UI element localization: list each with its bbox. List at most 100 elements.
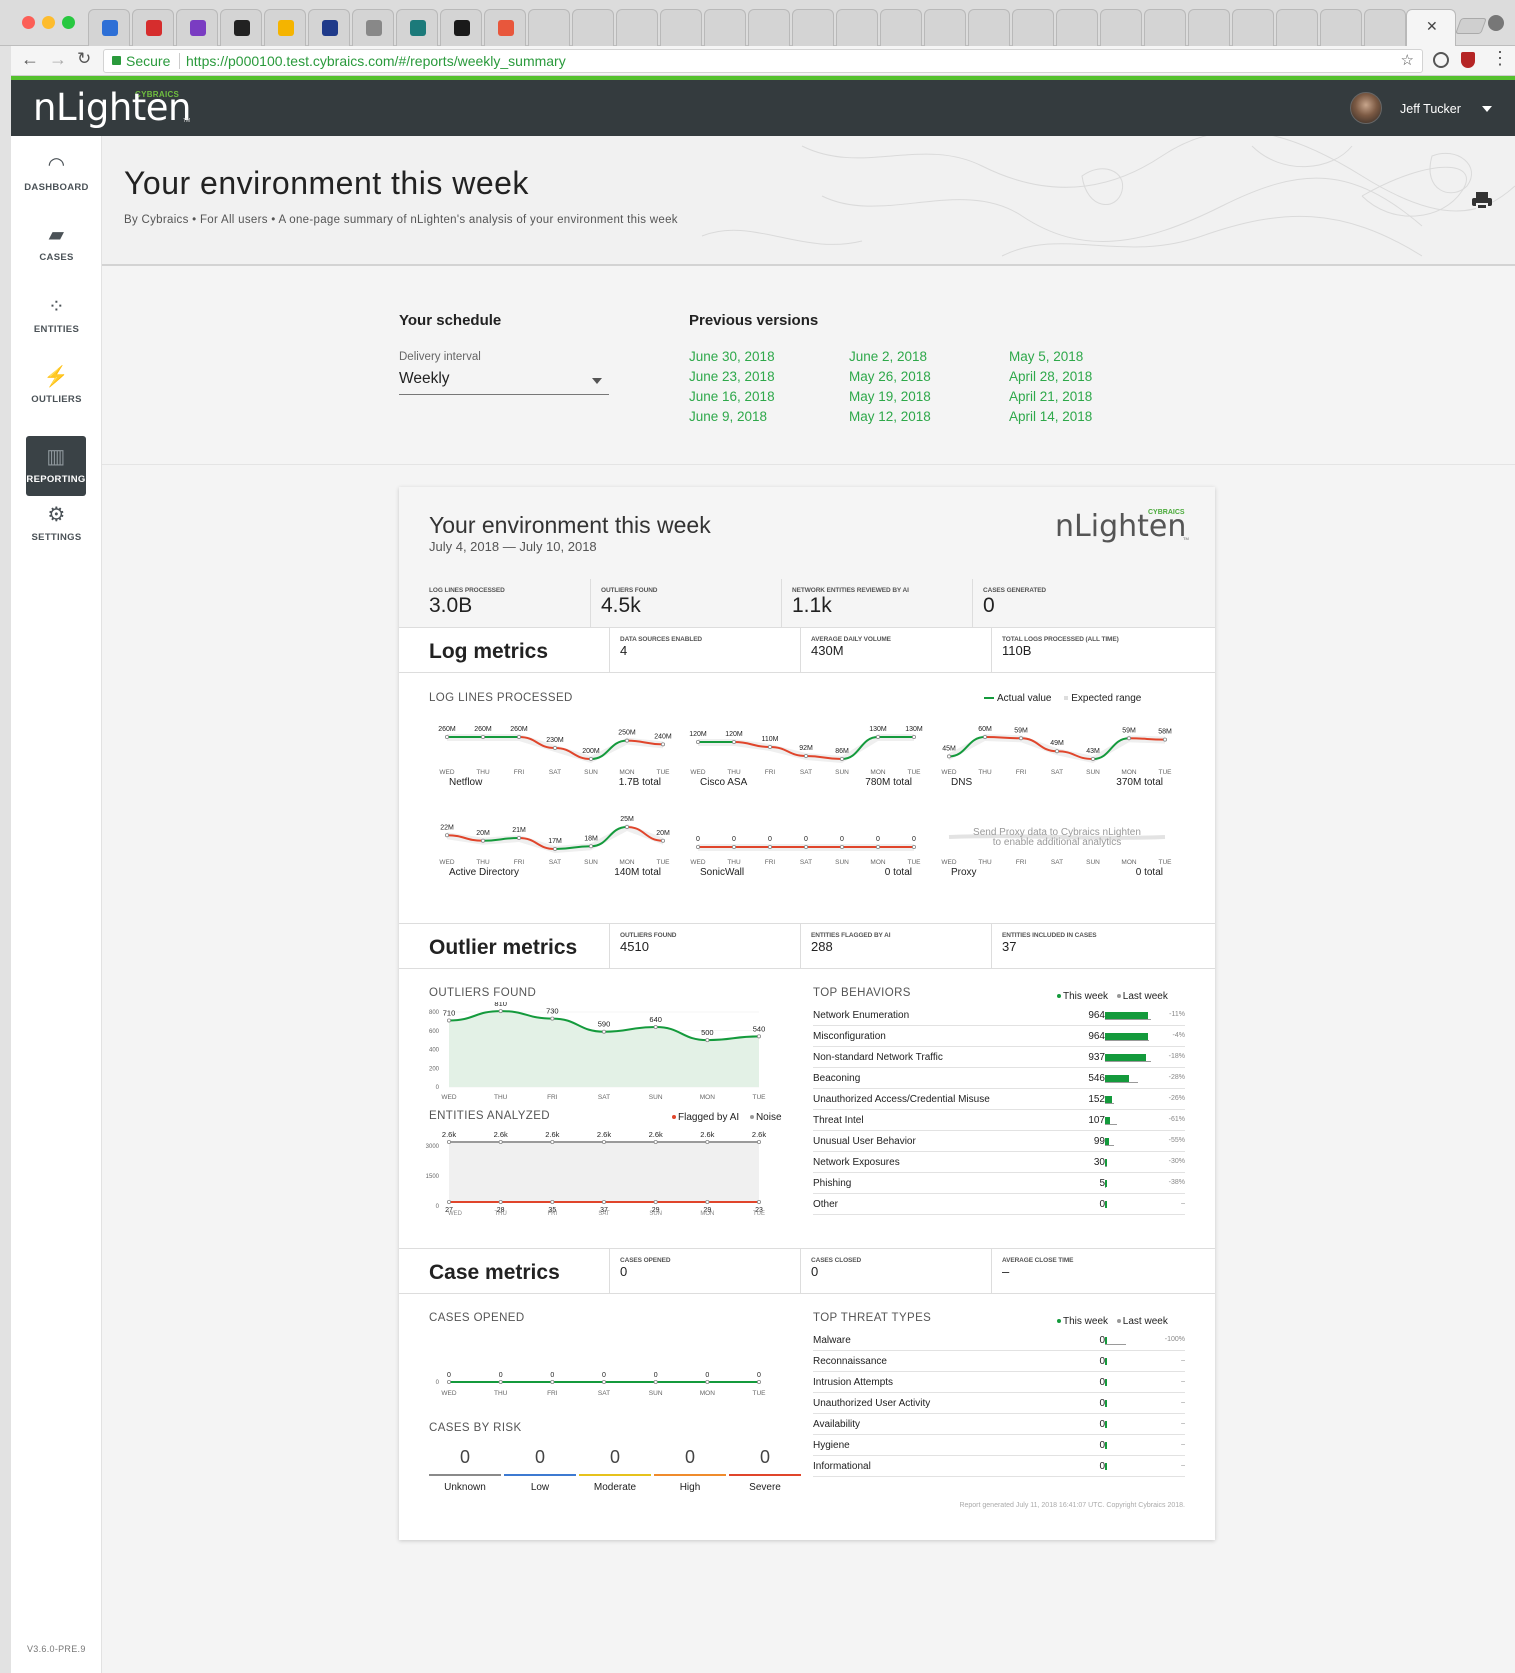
version-link[interactable]: June 23, 2018: [689, 369, 775, 384]
metric-value: 288: [811, 939, 833, 954]
browser-tab[interactable]: [220, 9, 262, 46]
browser-tab[interactable]: [880, 9, 922, 46]
browser-tab[interactable]: [88, 9, 130, 46]
browser-tab[interactable]: [748, 9, 790, 46]
last-week-bar: [1105, 1166, 1107, 1167]
browser-tab[interactable]: [1188, 9, 1230, 46]
row-name: Unauthorized User Activity: [813, 1398, 931, 1409]
browser-tab[interactable]: [1276, 9, 1318, 46]
back-arrow-icon[interactable]: ←: [21, 49, 39, 69]
version-link[interactable]: June 2, 2018: [849, 349, 928, 364]
data-point: [653, 1380, 658, 1385]
tab-favicon-icon: [410, 20, 426, 36]
nav-dashboard[interactable]: ◠ DASHBOARD: [11, 154, 102, 193]
data-label: 120M: [725, 731, 743, 738]
browser-tab[interactable]: [1056, 9, 1098, 46]
row-name: Intrusion Attempts: [813, 1377, 894, 1388]
version-link[interactable]: May 5, 2018: [1009, 349, 1084, 364]
browser-tab[interactable]: [396, 9, 438, 46]
version-link[interactable]: May 19, 2018: [849, 389, 931, 404]
browser-menu-icon[interactable]: ⋮: [1491, 48, 1509, 68]
browser-tab[interactable]: [792, 9, 834, 46]
version-link[interactable]: June 16, 2018: [689, 389, 775, 404]
risk-moderate: 0 Moderate: [579, 1447, 651, 1493]
forward-arrow-icon[interactable]: →: [49, 49, 67, 69]
data-point: [803, 754, 808, 759]
window-zoom-dot[interactable]: [62, 16, 75, 29]
browser-tab[interactable]: [704, 9, 746, 46]
url-text[interactable]: https://p000100.test.cybraics.com/#/repo…: [186, 53, 566, 69]
extension-icon[interactable]: [1433, 52, 1449, 68]
browser-tab[interactable]: [264, 9, 306, 46]
browser-tab[interactable]: [132, 9, 174, 46]
chevron-down-icon: [592, 378, 602, 384]
version-link[interactable]: June 30, 2018: [689, 349, 775, 364]
user-menu[interactable]: Jeff Tucker: [1350, 88, 1510, 128]
browser-tab[interactable]: [484, 9, 526, 46]
series-line-segment: [1128, 737, 1166, 741]
app-logo[interactable]: CYBRAICS nLighten TM: [33, 84, 213, 132]
browser-tab[interactable]: [176, 9, 218, 46]
series-line-segment: [554, 747, 592, 760]
browser-tab[interactable]: [528, 9, 570, 46]
case-metrics-title: Case metrics: [429, 1261, 560, 1284]
profile-icon[interactable]: [1488, 15, 1504, 31]
browser-active-tab[interactable]: ✕: [1406, 9, 1456, 46]
version-link[interactable]: April 14, 2018: [1009, 409, 1093, 424]
data-label: 540: [753, 1024, 766, 1033]
x-tick-label: FRI: [547, 1390, 558, 1397]
browser-tab[interactable]: [968, 9, 1010, 46]
browser-tab[interactable]: [352, 9, 394, 46]
legend-last-week-swatch: [1116, 994, 1121, 999]
browser-tab[interactable]: [1100, 9, 1142, 46]
new-tab-button[interactable]: [1455, 18, 1487, 34]
nav-label: ENTITIES: [33, 324, 80, 335]
browser-tab[interactable]: [1364, 9, 1406, 46]
nav-cases[interactable]: ▰ CASES: [11, 224, 102, 263]
data-point: [756, 1139, 761, 1144]
delivery-interval-select[interactable]: Weekly: [399, 368, 609, 395]
browser-tab[interactable]: [1012, 9, 1054, 46]
x-tick-label: SAT: [1051, 769, 1063, 776]
browser-tab[interactable]: [440, 9, 482, 46]
version-link[interactable]: May 12, 2018: [849, 409, 931, 424]
list-item: Unauthorized User Activity 0 –: [813, 1393, 1185, 1414]
tab-close-icon[interactable]: ✕: [1426, 18, 1438, 34]
report-daterange: July 4, 2018 — July 10, 2018: [429, 539, 597, 554]
browser-tab[interactable]: [1320, 9, 1362, 46]
reload-icon[interactable]: ↻: [77, 49, 92, 68]
browser-tab[interactable]: [572, 9, 614, 46]
version-link[interactable]: June 9, 2018: [689, 409, 768, 424]
log-source-name: SonicWall: [700, 867, 744, 878]
window-close-dot[interactable]: [22, 16, 35, 29]
row-name: Hygiene: [813, 1440, 850, 1451]
nav-label: CASES: [39, 252, 74, 263]
browser-tab[interactable]: [1232, 9, 1274, 46]
bookmark-star-icon[interactable]: ☆: [1400, 52, 1414, 69]
version-link[interactable]: May 26, 2018: [849, 369, 931, 384]
version-link[interactable]: April 28, 2018: [1009, 369, 1093, 384]
series-line-segment: [948, 736, 986, 758]
metric-value: 430M: [811, 643, 844, 658]
x-tick-label: MON: [619, 769, 634, 776]
address-bar[interactable]: Secure https://p000100.test.cybraics.com…: [103, 49, 1423, 73]
nav-entities[interactable]: ⁘ ENTITIES: [11, 296, 102, 335]
nav-outliers[interactable]: ⚡ OUTLIERS: [11, 366, 102, 405]
browser-tab[interactable]: [924, 9, 966, 46]
browser-tab[interactable]: [1144, 9, 1186, 46]
browser-tab[interactable]: [836, 9, 878, 46]
extension-shield-icon[interactable]: [1461, 52, 1475, 68]
report-header-bg: [399, 487, 1215, 627]
version-link[interactable]: April 21, 2018: [1009, 389, 1093, 404]
data-point: [767, 844, 772, 849]
window-minimize-dot[interactable]: [42, 16, 55, 29]
metric-value: 4: [620, 643, 628, 658]
printer-icon[interactable]: [1472, 192, 1492, 210]
nav-reporting[interactable]: ▥ REPORTING: [26, 436, 86, 496]
browser-tab[interactable]: [308, 9, 350, 46]
nav-settings[interactable]: ⚙ SETTINGS: [11, 504, 102, 543]
browser-tab[interactable]: [616, 9, 658, 46]
data-label: 29: [652, 1207, 660, 1214]
series-line-segment: [841, 736, 879, 760]
browser-tab[interactable]: [660, 9, 702, 46]
